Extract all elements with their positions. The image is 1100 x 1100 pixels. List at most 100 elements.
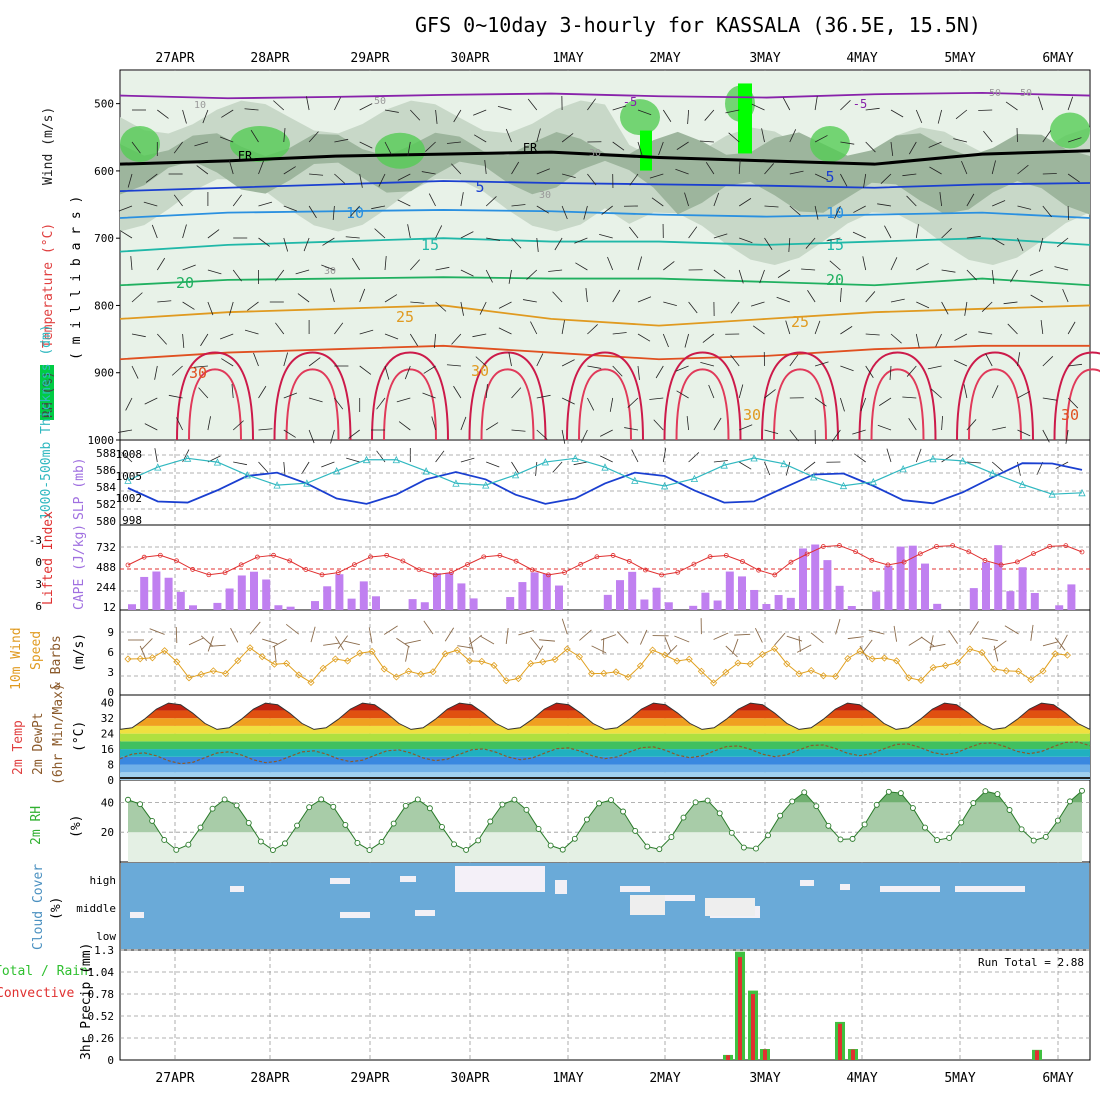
surface-heat-contour xyxy=(675,368,730,441)
wind-barb xyxy=(453,385,462,399)
wind-barb-10m xyxy=(847,636,864,640)
cape-bar xyxy=(408,599,417,610)
contour-label: 30 xyxy=(1061,406,1079,424)
wind-barb xyxy=(807,290,816,303)
date-label-top: 30APR xyxy=(450,51,489,66)
rh-point xyxy=(970,800,977,807)
rh-point xyxy=(221,796,228,803)
wind-barb xyxy=(221,109,234,118)
wind-barb xyxy=(397,199,411,207)
wind-speed-marker xyxy=(246,644,254,652)
surface-heat-contour xyxy=(761,351,839,441)
wind-barb xyxy=(631,449,639,463)
precip-convective-bar xyxy=(763,1049,767,1060)
cloud-gap xyxy=(555,880,567,894)
wind-barb xyxy=(171,365,183,376)
wind-barb-10m xyxy=(200,635,214,647)
rh-point xyxy=(789,798,796,805)
y-tick-label-right: 1002 xyxy=(116,492,143,505)
wind-barb xyxy=(561,205,568,220)
wind-barb xyxy=(561,359,575,367)
contour-label: 50 xyxy=(1020,88,1032,99)
rh-shade-mid xyxy=(120,83,1090,266)
wind-barb-10m xyxy=(272,638,287,648)
rh-point xyxy=(233,802,240,809)
wind-barb xyxy=(258,461,269,473)
wind-speed-marker xyxy=(856,647,864,655)
ylabel-wind: Wind (m/s) xyxy=(41,107,56,185)
wind-barb xyxy=(1042,205,1052,218)
series-line xyxy=(127,462,1083,505)
date-label-bottom: 4MAY xyxy=(846,1071,877,1086)
wind-barb xyxy=(954,359,968,367)
wind-barb xyxy=(966,193,975,207)
wind-barb xyxy=(814,135,828,143)
cape-bar xyxy=(689,605,698,610)
wind-barb xyxy=(612,289,621,303)
wind-barb xyxy=(131,365,139,379)
wind-barb xyxy=(409,333,419,347)
wind-barb xyxy=(182,333,185,348)
y-tick-label: 0.26 xyxy=(88,1032,115,1045)
wind-barb xyxy=(384,294,398,303)
wind-barb xyxy=(927,365,942,370)
wind-barb xyxy=(587,98,596,111)
wind-barb-10m xyxy=(674,635,690,643)
cape-bar xyxy=(262,579,271,610)
wind-barb xyxy=(702,333,715,343)
cape-bar xyxy=(335,574,344,610)
wind-barb xyxy=(207,229,220,239)
wind-barb xyxy=(460,231,474,239)
wind-barb xyxy=(334,173,346,184)
wind-barb xyxy=(981,301,993,313)
wind-barb xyxy=(156,257,166,271)
wind-barb xyxy=(552,291,563,303)
temp-band xyxy=(120,718,1090,726)
wind-speed-marker xyxy=(429,668,437,676)
wind-barb xyxy=(505,128,512,143)
rh-point xyxy=(185,841,192,848)
cloud-level-label: low xyxy=(96,930,116,943)
wind-barb xyxy=(662,333,669,348)
cape-bar xyxy=(347,598,356,610)
ylabel-10m-wind: 10m Wind xyxy=(9,627,24,690)
wind-speed-line xyxy=(127,647,1068,684)
lifted-index-point xyxy=(351,562,357,568)
rh-point xyxy=(825,822,832,829)
lifted-index-point xyxy=(400,558,406,564)
wind-barb xyxy=(653,419,664,431)
rh-point xyxy=(946,835,953,841)
wind-speed-marker xyxy=(893,657,901,665)
wind-barb xyxy=(764,205,779,208)
contour-label: 25 xyxy=(396,308,414,326)
cape-bar xyxy=(1030,592,1039,610)
precip-convective-bar xyxy=(851,1049,855,1060)
wind-barb xyxy=(486,237,501,241)
wind-barb xyxy=(475,356,487,367)
date-label-top: 29APR xyxy=(350,51,389,66)
rh-legend-swatch xyxy=(40,365,54,420)
wind-barb xyxy=(219,333,234,340)
rh-point xyxy=(1066,798,1073,805)
wind-barb-10m xyxy=(405,645,410,662)
rh-point xyxy=(487,818,494,825)
wind-barb xyxy=(536,205,550,214)
rh-point xyxy=(1054,817,1061,824)
wind-barb xyxy=(221,358,234,367)
cape-bar xyxy=(640,599,649,610)
wind-barb xyxy=(879,397,892,406)
wind-barb xyxy=(1062,288,1069,303)
wind-barb xyxy=(954,333,968,341)
y-tick-label: 0 xyxy=(107,1054,114,1067)
wind-barb xyxy=(247,301,259,311)
wind-barb xyxy=(829,260,841,271)
lifted-index-point xyxy=(529,567,535,573)
rh-point xyxy=(571,835,578,842)
wind-barb xyxy=(433,333,436,348)
rh-point xyxy=(547,842,554,849)
wind-barb xyxy=(526,269,538,280)
wind-barb xyxy=(761,128,765,143)
wind-barb xyxy=(425,141,436,152)
wind-barb xyxy=(485,196,497,207)
cape-bar xyxy=(786,597,795,610)
